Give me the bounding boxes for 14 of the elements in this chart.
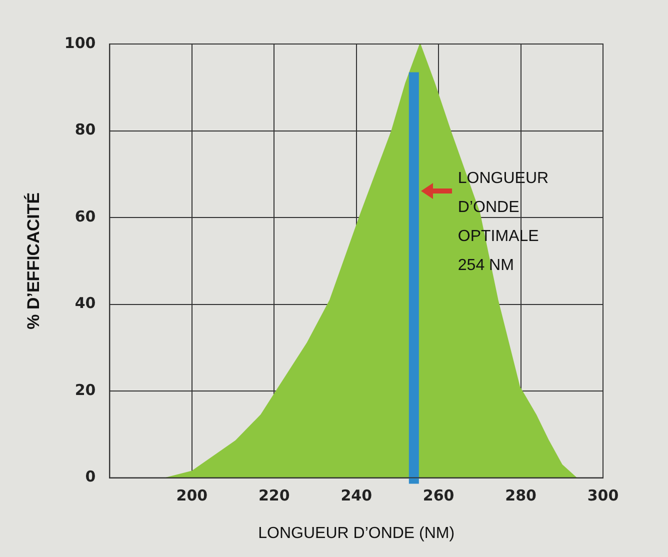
x-tick-label: 220: [258, 486, 290, 505]
y-tick-label: 80: [74, 120, 96, 139]
y-axis-title: % D’EFFICACITÉ: [22, 192, 43, 330]
x-tick-label: 200: [176, 486, 208, 505]
y-tick-label: 60: [74, 207, 96, 226]
x-tick-label: 300: [587, 486, 619, 505]
x-axis-title: LONGUEUR D’ONDE (NM): [258, 524, 455, 542]
x-tick-label: 240: [340, 486, 372, 505]
y-tick-label: 100: [64, 34, 96, 52]
x-tick-label: 280: [505, 486, 536, 505]
x-tick-label: 260: [422, 486, 454, 505]
y-tick-label: 40: [74, 294, 96, 312]
y-tick-label: 0: [85, 468, 96, 486]
y-tick-label: 20: [74, 380, 96, 399]
